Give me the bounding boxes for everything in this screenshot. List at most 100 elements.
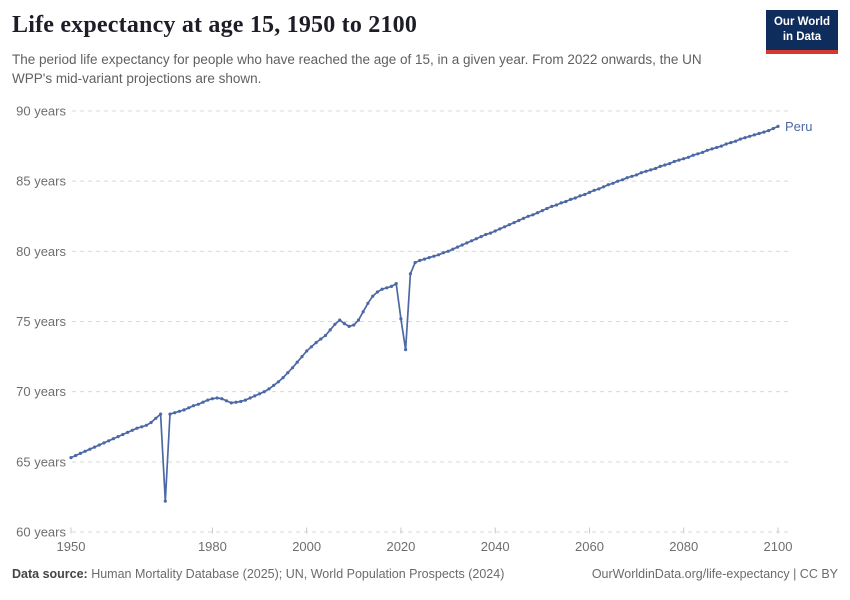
data-point <box>394 282 398 286</box>
data-point <box>441 251 445 255</box>
data-point <box>286 371 290 375</box>
data-point <box>611 181 615 185</box>
data-point <box>267 387 271 391</box>
data-point <box>366 301 370 305</box>
data-point <box>724 142 728 146</box>
data-point <box>587 190 592 194</box>
data-point <box>262 390 266 394</box>
data-point <box>719 144 724 148</box>
x-tick-label-2100: 2100 <box>764 539 793 554</box>
data-point <box>649 168 653 172</box>
data-point <box>116 435 120 439</box>
data-point <box>474 237 478 241</box>
data-point <box>446 249 450 253</box>
chart-footer: Data source: Human Mortality Database (2… <box>12 567 838 581</box>
data-point <box>239 399 243 404</box>
data-point <box>177 409 181 413</box>
y-tick-label-60: 60 years <box>16 525 66 540</box>
data-point <box>743 136 747 140</box>
data-point <box>691 153 695 157</box>
data-point <box>531 213 535 217</box>
data-point <box>88 447 92 451</box>
data-point <box>427 256 431 260</box>
data-point <box>507 223 511 227</box>
data-point <box>323 333 328 338</box>
data-point <box>196 402 200 406</box>
data-point <box>173 411 177 415</box>
data-point <box>578 194 582 198</box>
data-point <box>182 408 186 412</box>
data-source-note: Data source: Human Mortality Database (2… <box>12 567 504 581</box>
data-point <box>126 430 130 434</box>
data-point <box>682 157 686 161</box>
data-point <box>187 406 191 410</box>
data-point <box>559 201 563 205</box>
data-point <box>493 229 497 233</box>
data-point <box>705 148 709 152</box>
data-point <box>121 432 125 437</box>
data-point <box>319 337 323 341</box>
data-point <box>767 129 771 133</box>
x-tick-label-1950: 1950 <box>57 539 86 554</box>
owid-logo-line1: Our World <box>773 16 830 28</box>
data-point <box>668 162 672 166</box>
data-point <box>191 404 196 408</box>
data-point <box>97 443 101 447</box>
data-point <box>677 158 681 162</box>
data-point <box>663 163 667 167</box>
data-point <box>729 141 733 145</box>
y-tick-label-85: 85 years <box>16 174 66 189</box>
data-point <box>272 383 276 387</box>
data-point <box>484 232 488 237</box>
series-line-peru[interactable] <box>70 125 779 502</box>
data-point <box>83 449 87 453</box>
data-point <box>455 245 460 249</box>
data-point <box>168 412 172 416</box>
data-point <box>437 253 441 257</box>
data-point <box>616 179 620 183</box>
data-point <box>371 294 375 298</box>
x-tick-label-2020: 2020 <box>386 539 415 554</box>
data-point <box>550 204 554 208</box>
data-point <box>314 341 318 345</box>
data-point <box>281 376 285 380</box>
data-point <box>658 164 662 168</box>
data-point <box>356 318 361 322</box>
data-point <box>253 394 257 398</box>
data-point <box>540 209 544 213</box>
data-point <box>154 416 158 420</box>
data-point <box>305 349 309 353</box>
data-point <box>592 188 596 192</box>
data-point <box>488 231 493 235</box>
data-point <box>422 257 427 261</box>
data-point <box>107 439 111 443</box>
data-point <box>752 133 757 137</box>
data-point <box>602 185 606 189</box>
data-point <box>479 235 483 239</box>
data-point <box>757 131 761 136</box>
data-point <box>338 318 342 322</box>
y-tick-label-90: 90 years <box>16 104 66 119</box>
owid-logo[interactable]: Our World in Data <box>765 10 838 54</box>
y-tick-label-75: 75 years <box>16 314 66 329</box>
owid-cc-link[interactable]: OurWorldinData.org/life-expectancy | CC … <box>591 567 838 581</box>
data-point <box>498 227 502 231</box>
data-point <box>74 453 78 458</box>
data-point <box>521 216 526 220</box>
data-point <box>93 445 97 449</box>
data-point <box>201 400 205 404</box>
data-point <box>135 426 139 430</box>
data-point <box>460 243 464 247</box>
data-point <box>149 420 153 425</box>
data-point <box>526 214 530 218</box>
data-point <box>248 396 252 400</box>
page-title: Life expectancy at age 15, 1950 to 2100 <box>12 12 418 38</box>
data-point <box>333 322 337 326</box>
y-tick-label-70: 70 years <box>16 384 66 399</box>
data-point <box>159 412 163 416</box>
data-point <box>342 322 346 326</box>
chart-subtitle: The period life expectancy for people wh… <box>12 52 702 86</box>
x-tick-label-2040: 2040 <box>481 539 510 554</box>
data-point <box>144 423 148 427</box>
